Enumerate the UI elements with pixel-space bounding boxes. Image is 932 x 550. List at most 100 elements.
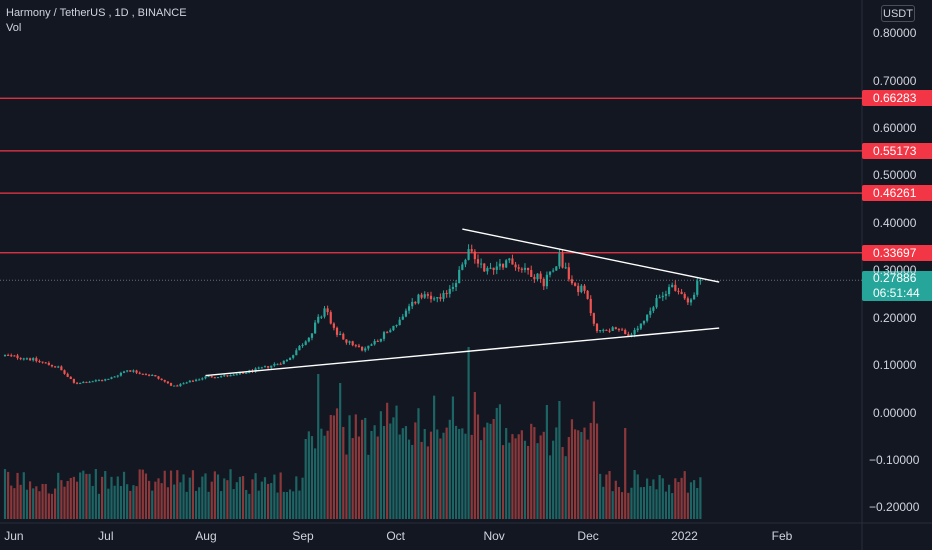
candle-body [655, 298, 658, 308]
candle-body [116, 375, 119, 377]
candle-body [226, 375, 229, 377]
candle-body [107, 378, 110, 380]
candle-body [176, 385, 179, 387]
candle-body [489, 267, 492, 269]
candle-body [386, 332, 389, 334]
volume-bar [207, 491, 210, 519]
candle-body [35, 358, 38, 362]
volume-bar [235, 482, 238, 519]
candle-body [486, 268, 489, 272]
candle-body [110, 377, 113, 379]
candle-body [520, 268, 523, 270]
volume-bar [345, 454, 348, 519]
price-tick-label: −0.20000 [869, 500, 920, 515]
candle-body [498, 263, 502, 267]
candle-body [652, 307, 655, 311]
volume-bar [552, 440, 555, 519]
candle-body [314, 322, 317, 334]
candle-body [495, 266, 498, 270]
candle-body [260, 367, 263, 369]
candle-body [467, 249, 470, 260]
candle-body [113, 376, 116, 378]
candle-body [129, 370, 132, 372]
volume-bar [229, 469, 232, 519]
volume-bar [182, 474, 185, 519]
candle-body [307, 337, 310, 342]
candle-body [445, 293, 448, 295]
candle-body [7, 354, 10, 356]
volume-bar [417, 408, 420, 519]
candle-body [539, 273, 542, 279]
candle-body [163, 380, 166, 382]
candle-body [144, 374, 148, 376]
candle-body [577, 285, 580, 292]
candle-body [602, 329, 605, 331]
candle-body [564, 267, 567, 269]
volume-bar [101, 476, 104, 519]
volume-bar [360, 419, 364, 519]
candle-body [13, 355, 16, 357]
candle-body [505, 260, 508, 268]
volume-bar [50, 493, 54, 519]
candle-body [304, 341, 307, 345]
volume-bar [464, 433, 467, 519]
volume-bar [141, 469, 144, 519]
volume-bar [198, 487, 201, 519]
volume-bar [379, 411, 382, 519]
candle-body [342, 333, 345, 340]
volume-bar [480, 440, 483, 519]
volume-bar [41, 484, 44, 519]
candle-body [317, 316, 320, 323]
volume-bar [223, 478, 226, 519]
candle-body [458, 269, 461, 284]
candle-body [448, 288, 451, 294]
currency-button[interactable]: USDT [881, 5, 915, 22]
volume-bar [442, 432, 445, 519]
volume-bar [54, 488, 57, 519]
candle-body [213, 377, 216, 379]
candle-body [126, 370, 129, 372]
candle-body [245, 372, 248, 374]
volume-bar [72, 476, 76, 519]
volume-bar [392, 417, 395, 519]
price-tick-label: 0.30000 [873, 263, 917, 278]
candle-body [517, 267, 520, 269]
volume-bar [126, 484, 129, 519]
volume-bar [486, 422, 489, 519]
candle-body [75, 382, 79, 384]
candle-body [201, 378, 204, 380]
candle-body [398, 319, 401, 326]
volume-bar [558, 401, 561, 519]
volume-bar [693, 480, 696, 519]
candle-body [132, 370, 135, 372]
candle-body [119, 372, 122, 376]
candle-body [420, 294, 423, 298]
candle-body [382, 332, 386, 339]
candle-body [429, 295, 433, 300]
candle-body [254, 368, 257, 372]
volume-bar [94, 469, 97, 519]
volume-bar [577, 430, 580, 519]
volume-bar [342, 426, 345, 519]
volume-bar [426, 446, 429, 519]
candle-body [135, 370, 138, 373]
candle-body [436, 297, 439, 299]
candle-body [198, 379, 201, 381]
volume-bar [335, 408, 339, 519]
candle-body [94, 380, 97, 382]
candle-body [548, 271, 552, 275]
candle-body [182, 383, 185, 385]
volume-bar [605, 474, 608, 519]
candle-body [658, 297, 661, 299]
candle-body [50, 364, 54, 367]
candle-body [66, 373, 69, 377]
candle-body [699, 280, 702, 282]
time-tick-label: Aug [195, 529, 217, 543]
candle-body [686, 298, 689, 303]
volume-bar [630, 487, 633, 519]
volume-bar [420, 441, 423, 519]
volume-bar [476, 414, 480, 519]
candle-body [22, 358, 25, 360]
candle-body [32, 358, 35, 361]
